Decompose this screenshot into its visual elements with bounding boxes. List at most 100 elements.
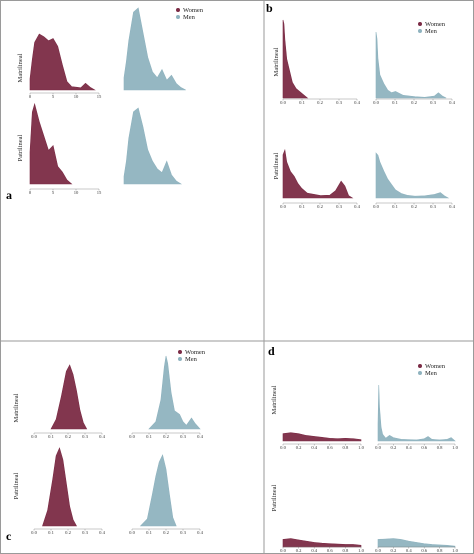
density-matrilineal-men	[377, 384, 456, 442]
legend-entry-women: Women	[183, 7, 204, 14]
x-axis: 0.0 0.1 0.2 0.3 0.4	[373, 202, 456, 209]
panel-letter-d: d	[268, 344, 275, 358]
legend-swatch-men	[176, 15, 180, 19]
x-axis: 0.0 0.1 0.2 0.3 0.4	[280, 202, 361, 209]
tick-label: 0.0	[375, 548, 381, 553]
tick-label: 0.8	[437, 548, 443, 553]
x-axis: 0.0 0.1 0.2 0.3 0.4	[31, 528, 106, 535]
tick-label: 0.8	[343, 445, 349, 450]
density-matrilineal-women	[282, 19, 309, 99]
tick-label: 1.0	[452, 445, 458, 450]
legend-entry-women: Women	[425, 21, 446, 28]
density-patrilineal-women	[42, 447, 78, 527]
tick-label: 0.0	[129, 530, 135, 535]
tick-label: 0.3	[430, 100, 436, 105]
tick-label: 5	[52, 94, 55, 99]
legend-swatch-women	[176, 8, 180, 12]
x-axis: 0.0 0.2 0.4 0.6 0.8 1.0	[280, 443, 365, 450]
tick-label: 5	[52, 190, 55, 195]
legend-swatch-men	[178, 357, 182, 361]
tick-label: 0.2	[411, 204, 417, 209]
tick-label: 0.2	[65, 530, 71, 535]
tick-label: 0.2	[163, 434, 169, 439]
tick-label: 0.2	[65, 434, 71, 439]
density-patrilineal-women	[29, 102, 73, 185]
tick-label: 0.2	[391, 548, 397, 553]
tick-label: 0.4	[99, 530, 105, 535]
tick-label: 0.2	[391, 445, 397, 450]
density-patrilineal-men	[375, 152, 450, 199]
legend-swatch-women	[418, 364, 422, 368]
tick-label: 0.6	[421, 548, 427, 553]
tick-label: 0.6	[421, 445, 427, 450]
tick-label: 0.6	[327, 445, 333, 450]
legend-entry-men: Men	[183, 14, 196, 21]
tick-label: 0.0	[373, 204, 379, 209]
tick-label: 0.4	[99, 434, 105, 439]
density-patrilineal-men	[377, 538, 456, 548]
density-patrilineal-men	[139, 454, 177, 527]
tick-label: 0.4	[354, 204, 360, 209]
legend-swatch-women	[418, 22, 422, 26]
x-axis: 0.0 0.1 0.2 0.3 0.4	[31, 432, 106, 439]
tick-label: 1.0	[452, 548, 458, 553]
tick-label: 0.6	[327, 548, 333, 553]
tick-label: 0.3	[82, 530, 88, 535]
x-axis: 0.0 0.2 0.4 0.6 0.8 1.0	[375, 546, 459, 553]
tick-label: 0.1	[48, 434, 54, 439]
legend-entry-men: Men	[425, 28, 438, 35]
tick-label: 15	[97, 190, 102, 195]
tick-label: 1.0	[358, 548, 364, 553]
tick-label: 0.0	[280, 204, 286, 209]
x-axis: 0.0 0.1 0.2 0.3 0.4	[280, 98, 361, 105]
density-patrilineal-women	[282, 148, 354, 199]
tick-label: 0.3	[180, 530, 186, 535]
row-label-matrilineal: Matrilineal	[13, 393, 20, 422]
x-axis: 0.0 0.1 0.2 0.3 0.4	[373, 98, 456, 105]
legend-entry-women: Women	[185, 349, 206, 356]
legend-swatch-women	[178, 350, 182, 354]
tick-label: 0.0	[280, 445, 286, 450]
tick-label: 15	[97, 94, 102, 99]
tick-label: 0.2	[163, 530, 169, 535]
density-matrilineal-men	[123, 7, 186, 91]
row-label-matrilineal: Matrilineal	[273, 47, 280, 76]
density-patrilineal-men	[123, 107, 183, 185]
tick-label: 0	[29, 94, 32, 99]
x-axis: 0.0 0.2 0.4 0.6 0.8 1.0	[375, 443, 459, 450]
legend-swatch-men	[418, 29, 422, 33]
tick-label: 0.4	[354, 100, 360, 105]
row-label-patrilineal: Patrilineal	[271, 484, 278, 511]
panel-letter-a: a	[6, 188, 12, 202]
legend-entry-women: Women	[425, 363, 446, 370]
tick-label: 0.1	[48, 530, 54, 535]
tick-label: 0.0	[280, 548, 286, 553]
tick-label: 0.8	[343, 548, 349, 553]
panel-letter-b: b	[266, 1, 273, 15]
tick-label: 0.1	[392, 204, 398, 209]
density-matrilineal-men	[375, 31, 447, 99]
tick-label: 0.4	[449, 204, 455, 209]
tick-label: 0.4	[197, 434, 203, 439]
tick-label: 0.2	[317, 204, 323, 209]
tick-label: 0.3	[180, 434, 186, 439]
tick-label: 0.2	[296, 445, 302, 450]
tick-label: 0.0	[31, 530, 37, 535]
x-axis: 0.0 0.2 0.4 0.6 0.8 1.0	[280, 546, 365, 553]
x-axis: 0 5 10 15	[29, 188, 102, 195]
tick-label: 0	[29, 190, 32, 195]
tick-label: 0.3	[430, 204, 436, 209]
tick-label: 0.0	[280, 100, 286, 105]
tick-label: 0.1	[299, 204, 305, 209]
tick-label: 0.0	[129, 434, 135, 439]
